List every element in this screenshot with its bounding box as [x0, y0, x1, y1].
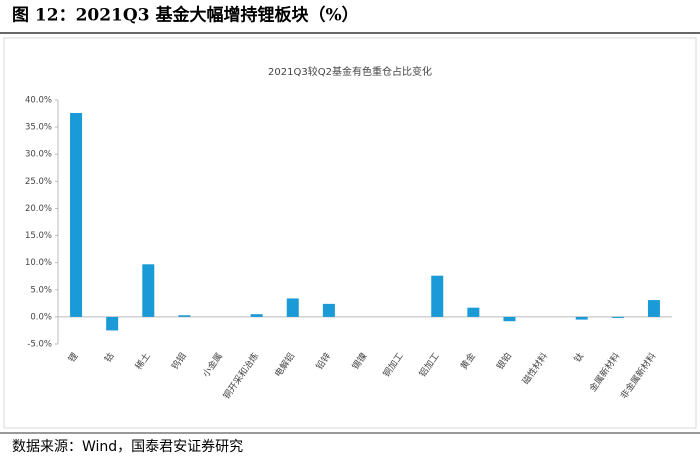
x-tick-label: 小金属: [200, 350, 225, 379]
bar: [431, 275, 444, 317]
x-tick-label: 银铂: [494, 350, 514, 372]
bar: [611, 316, 624, 318]
x-tick-label: 锂: [66, 350, 81, 364]
x-tick-label: 稀土: [133, 350, 153, 372]
x-tick-label: 钴: [102, 350, 117, 364]
chart-frame: [3, 37, 697, 429]
x-tick-label: 锡镍: [349, 350, 369, 372]
y-tick-label: 25.0%: [25, 177, 52, 187]
bar: [503, 316, 516, 322]
bar: [178, 315, 191, 317]
y-tick-label: 30.0%: [25, 150, 52, 160]
chart-title: 2021Q3较Q2基金有色重仓占比变化: [268, 65, 432, 78]
bar: [647, 300, 660, 317]
x-tick-label: 铝加工: [416, 350, 441, 379]
x-tick-label: 非金属新材料: [618, 350, 659, 401]
x-tick-label: 磁性材料: [520, 350, 550, 386]
y-tick-label: 0.0%: [30, 312, 52, 322]
bar: [142, 264, 155, 317]
bar: [250, 314, 263, 317]
x-tick-label: 金属新材料: [587, 350, 623, 394]
y-tick-label: 15.0%: [25, 231, 52, 241]
x-tick-label: 铜开采和冶炼: [220, 350, 261, 401]
figure-title: 图 12：2021Q3 基金大幅增持锂板块（%）: [12, 5, 359, 26]
x-tick-label: 铜加工: [380, 350, 405, 379]
bar: [575, 316, 588, 320]
bar: [70, 113, 83, 317]
x-tick-label: 黄金: [458, 350, 478, 372]
x-tick-label: 钨钼: [169, 350, 189, 372]
bar: [467, 307, 480, 317]
x-tick-label: 电解铝: [272, 350, 297, 379]
y-tick-label: 10.0%: [25, 258, 52, 268]
bar: [106, 316, 119, 331]
source: 数据来源：Wind，国泰君安证券研究: [12, 439, 243, 455]
y-tick-label: 5.0%: [30, 285, 52, 295]
y-tick-label: 40.0%: [25, 96, 52, 106]
y-tick-label: 35.0%: [25, 123, 52, 133]
bar: [322, 303, 335, 317]
y-tick-label: 20.0%: [25, 204, 52, 214]
x-tick-label: 钛: [571, 350, 586, 364]
bar: [286, 298, 299, 317]
x-tick-label: 铅锌: [313, 350, 333, 372]
y-tick-label: -5.0%: [27, 340, 52, 350]
